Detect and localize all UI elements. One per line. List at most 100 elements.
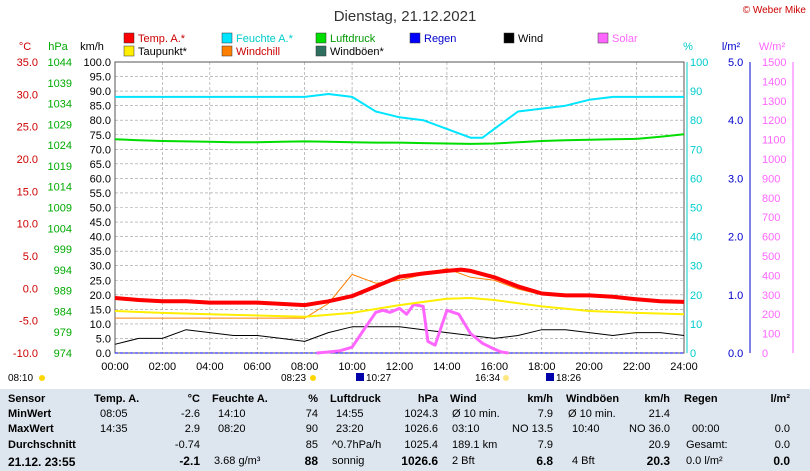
wind-bft: 2 Bft (452, 455, 475, 467)
temp-min-time: 08:05 (100, 408, 128, 420)
hum-abs: 3.68 g/m³ (214, 455, 261, 467)
hum-tick-label: 50 (690, 203, 702, 215)
temp-tick-label: 10.0 (17, 219, 38, 231)
legend-label-rain: Regen (424, 33, 456, 45)
moonrise-label: 16:34 (475, 373, 500, 384)
row-label-min: MinWert (8, 408, 52, 420)
x-tick-label: 22:00 (623, 361, 651, 373)
sun-moon-markers: 08:10 08:23 10:27 16:34 18:26 (8, 373, 581, 384)
row-label-current: 21.12. 23:55 (8, 455, 76, 469)
hum-tick-label: 40 (690, 232, 702, 244)
x-tick-label: 02:00 (149, 361, 177, 373)
axis-units: °C hPa km/h% l/m² W/m² (19, 41, 786, 53)
solar-tick-label: 900 (762, 173, 780, 185)
x-tick-label: 10:00 (338, 361, 366, 373)
press-tick-label: 1024 (48, 140, 72, 152)
press-tick-label: 974 (54, 348, 72, 360)
wind-tick-label: 85.0 (90, 101, 111, 113)
wind-avg10: 7.9 (537, 408, 553, 420)
x-tick-label: 14:00 (433, 361, 461, 373)
temp-tick-label: 15.0 (17, 186, 38, 198)
x-tick-label: 16:00 (481, 361, 509, 373)
solar-tick-label: 600 (762, 232, 780, 244)
press-max: 1026.6 (404, 423, 438, 435)
moon-icon (356, 373, 364, 381)
sun-icon (39, 375, 45, 381)
legend-swatch-hum (221, 32, 233, 44)
solar-tick-label: 400 (762, 270, 780, 282)
legend-swatch-dew (123, 45, 135, 57)
solar-tick-label: 1000 (762, 154, 786, 166)
wind-avg-label: Ø 10 min. (452, 408, 500, 420)
legend-label-temp: Temp. A.* (138, 33, 186, 45)
header-wind-unit: km/h (527, 393, 553, 405)
wind-tick-label: 35.0 (90, 246, 111, 258)
press-tick-label: 1029 (48, 119, 72, 131)
press-min-time: 14:55 (336, 408, 364, 420)
header-gust-unit: km/h (644, 393, 670, 405)
series-line-solar (316, 303, 509, 355)
statistics-table: Sensor Temp. A. °C Feuchte A. % Luftdruc… (0, 389, 810, 471)
gust-avg-label: Ø 10 min. (568, 408, 616, 420)
hum-max: 90 (305, 423, 318, 435)
solar-tick-label: 700 (762, 212, 780, 224)
hum-tick-label: 20 (690, 290, 702, 302)
sunrise-left-label: 08:10 (8, 373, 33, 384)
hum-tick-label: 100 (690, 57, 708, 69)
header-rain-unit: l/m² (770, 393, 790, 405)
wind-avg: 7.9 (537, 439, 553, 451)
solar-tick-label: 300 (762, 290, 780, 302)
gust-avg10: 21.4 (648, 408, 670, 420)
sun-icon (310, 375, 316, 381)
wind-tick-label: 15.0 (90, 304, 111, 316)
credit-text: © Weber Mike (743, 5, 807, 16)
wind-tick-label: 65.0 (90, 159, 111, 171)
temp-min: -2.6 (181, 408, 200, 420)
series-line-feuchte-a (115, 93, 684, 139)
sunrise-label: 08:23 (281, 373, 306, 384)
unit-temp: °C (19, 41, 31, 53)
solar-tick-label: 100 (762, 329, 780, 341)
wind-tick-label: 80.0 (90, 115, 111, 127)
x-axis: 00:00 02:00 04:00 06:00 08:00 10:00 12:00 14:00… (101, 361, 698, 373)
rain-total: 0.0 (774, 439, 790, 451)
gust-max: NO 36.0 (629, 423, 670, 435)
wind-tick-label: 70.0 (90, 144, 111, 156)
temp-avg: -0.74 (174, 439, 200, 451)
header-hum: Feuchte A. (212, 393, 268, 405)
legend-swatch-gust (315, 45, 327, 57)
press-tick-label: 979 (54, 327, 72, 339)
press-tick-label: 1044 (48, 57, 72, 69)
hum-tick-label: 70 (690, 144, 702, 156)
wind-run: 189.1 km (452, 439, 498, 451)
rain-tick-label: 1.0 (728, 290, 743, 302)
temp-tick-label: -10.0 (13, 348, 38, 360)
press-max-time: 23:20 (336, 423, 364, 435)
x-tick-label: 06:00 (243, 361, 271, 373)
unit-rain: l/m² (722, 41, 741, 53)
rain-tick-label: 0.0 (728, 348, 743, 360)
moonset-label: 10:27 (366, 373, 391, 384)
right-axes: 10090807060504030201005.04.03.02.01.00.0… (690, 57, 786, 360)
chart-title: Dienstag, 21.12.2021 (334, 8, 477, 25)
rain-tick-label: 3.0 (728, 173, 743, 185)
rain-max: 0.0 (774, 423, 790, 435)
wind-current: 6.8 (536, 454, 553, 468)
solar-tick-label: 1500 (762, 57, 786, 69)
hum-max-time: 08:20 (218, 423, 246, 435)
press-tick-label: 1009 (48, 203, 72, 215)
unit-solar: W/m² (759, 41, 786, 53)
header-rain: Regen (684, 393, 718, 405)
legend-swatch-wind (503, 32, 515, 44)
wind-tick-label: 50.0 (90, 203, 111, 215)
rain-rate: 0.0 l/m² (686, 455, 723, 467)
temp-tick-label: -5.0 (19, 316, 38, 328)
rain-tick-label: 4.0 (728, 115, 743, 127)
plot-frame (114, 61, 685, 354)
solar-tick-label: 800 (762, 193, 780, 205)
solar-tick-label: 1200 (762, 115, 786, 127)
press-tick-label: 999 (54, 244, 72, 256)
rain-current: 0.0 (773, 454, 790, 468)
rain-max-time: 00:00 (692, 423, 720, 435)
legend-label-press: Luftdruck (330, 33, 376, 45)
